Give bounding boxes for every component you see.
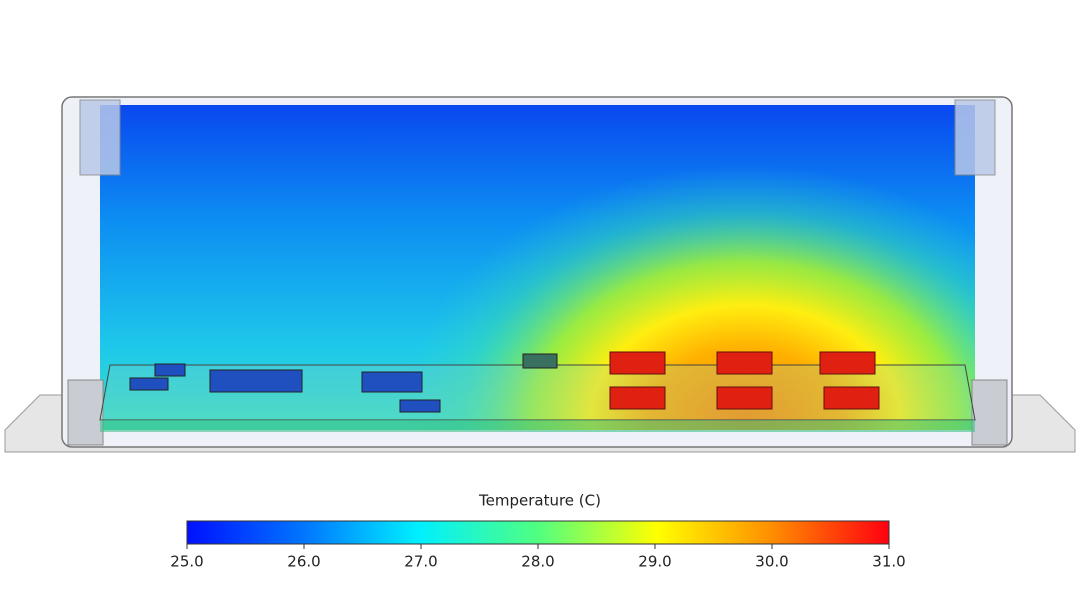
pcb-edge bbox=[100, 420, 975, 432]
tick-label: 26.0 bbox=[287, 553, 320, 571]
tick-label: 31.0 bbox=[872, 553, 905, 571]
tick-label: 29.0 bbox=[638, 553, 671, 571]
colorbar-title: Temperature (C) bbox=[478, 492, 601, 510]
post bbox=[954, 99, 996, 176]
post bbox=[67, 379, 104, 446]
colorbar bbox=[186, 520, 890, 545]
hot-components bbox=[609, 351, 880, 410]
post bbox=[971, 379, 1008, 446]
tick-label: 28.0 bbox=[521, 553, 554, 571]
chips bbox=[129, 353, 558, 413]
tick-label: 27.0 bbox=[404, 553, 437, 571]
tick-label: 25.0 bbox=[170, 553, 203, 571]
tick-label: 30.0 bbox=[755, 553, 788, 571]
post bbox=[79, 99, 121, 176]
